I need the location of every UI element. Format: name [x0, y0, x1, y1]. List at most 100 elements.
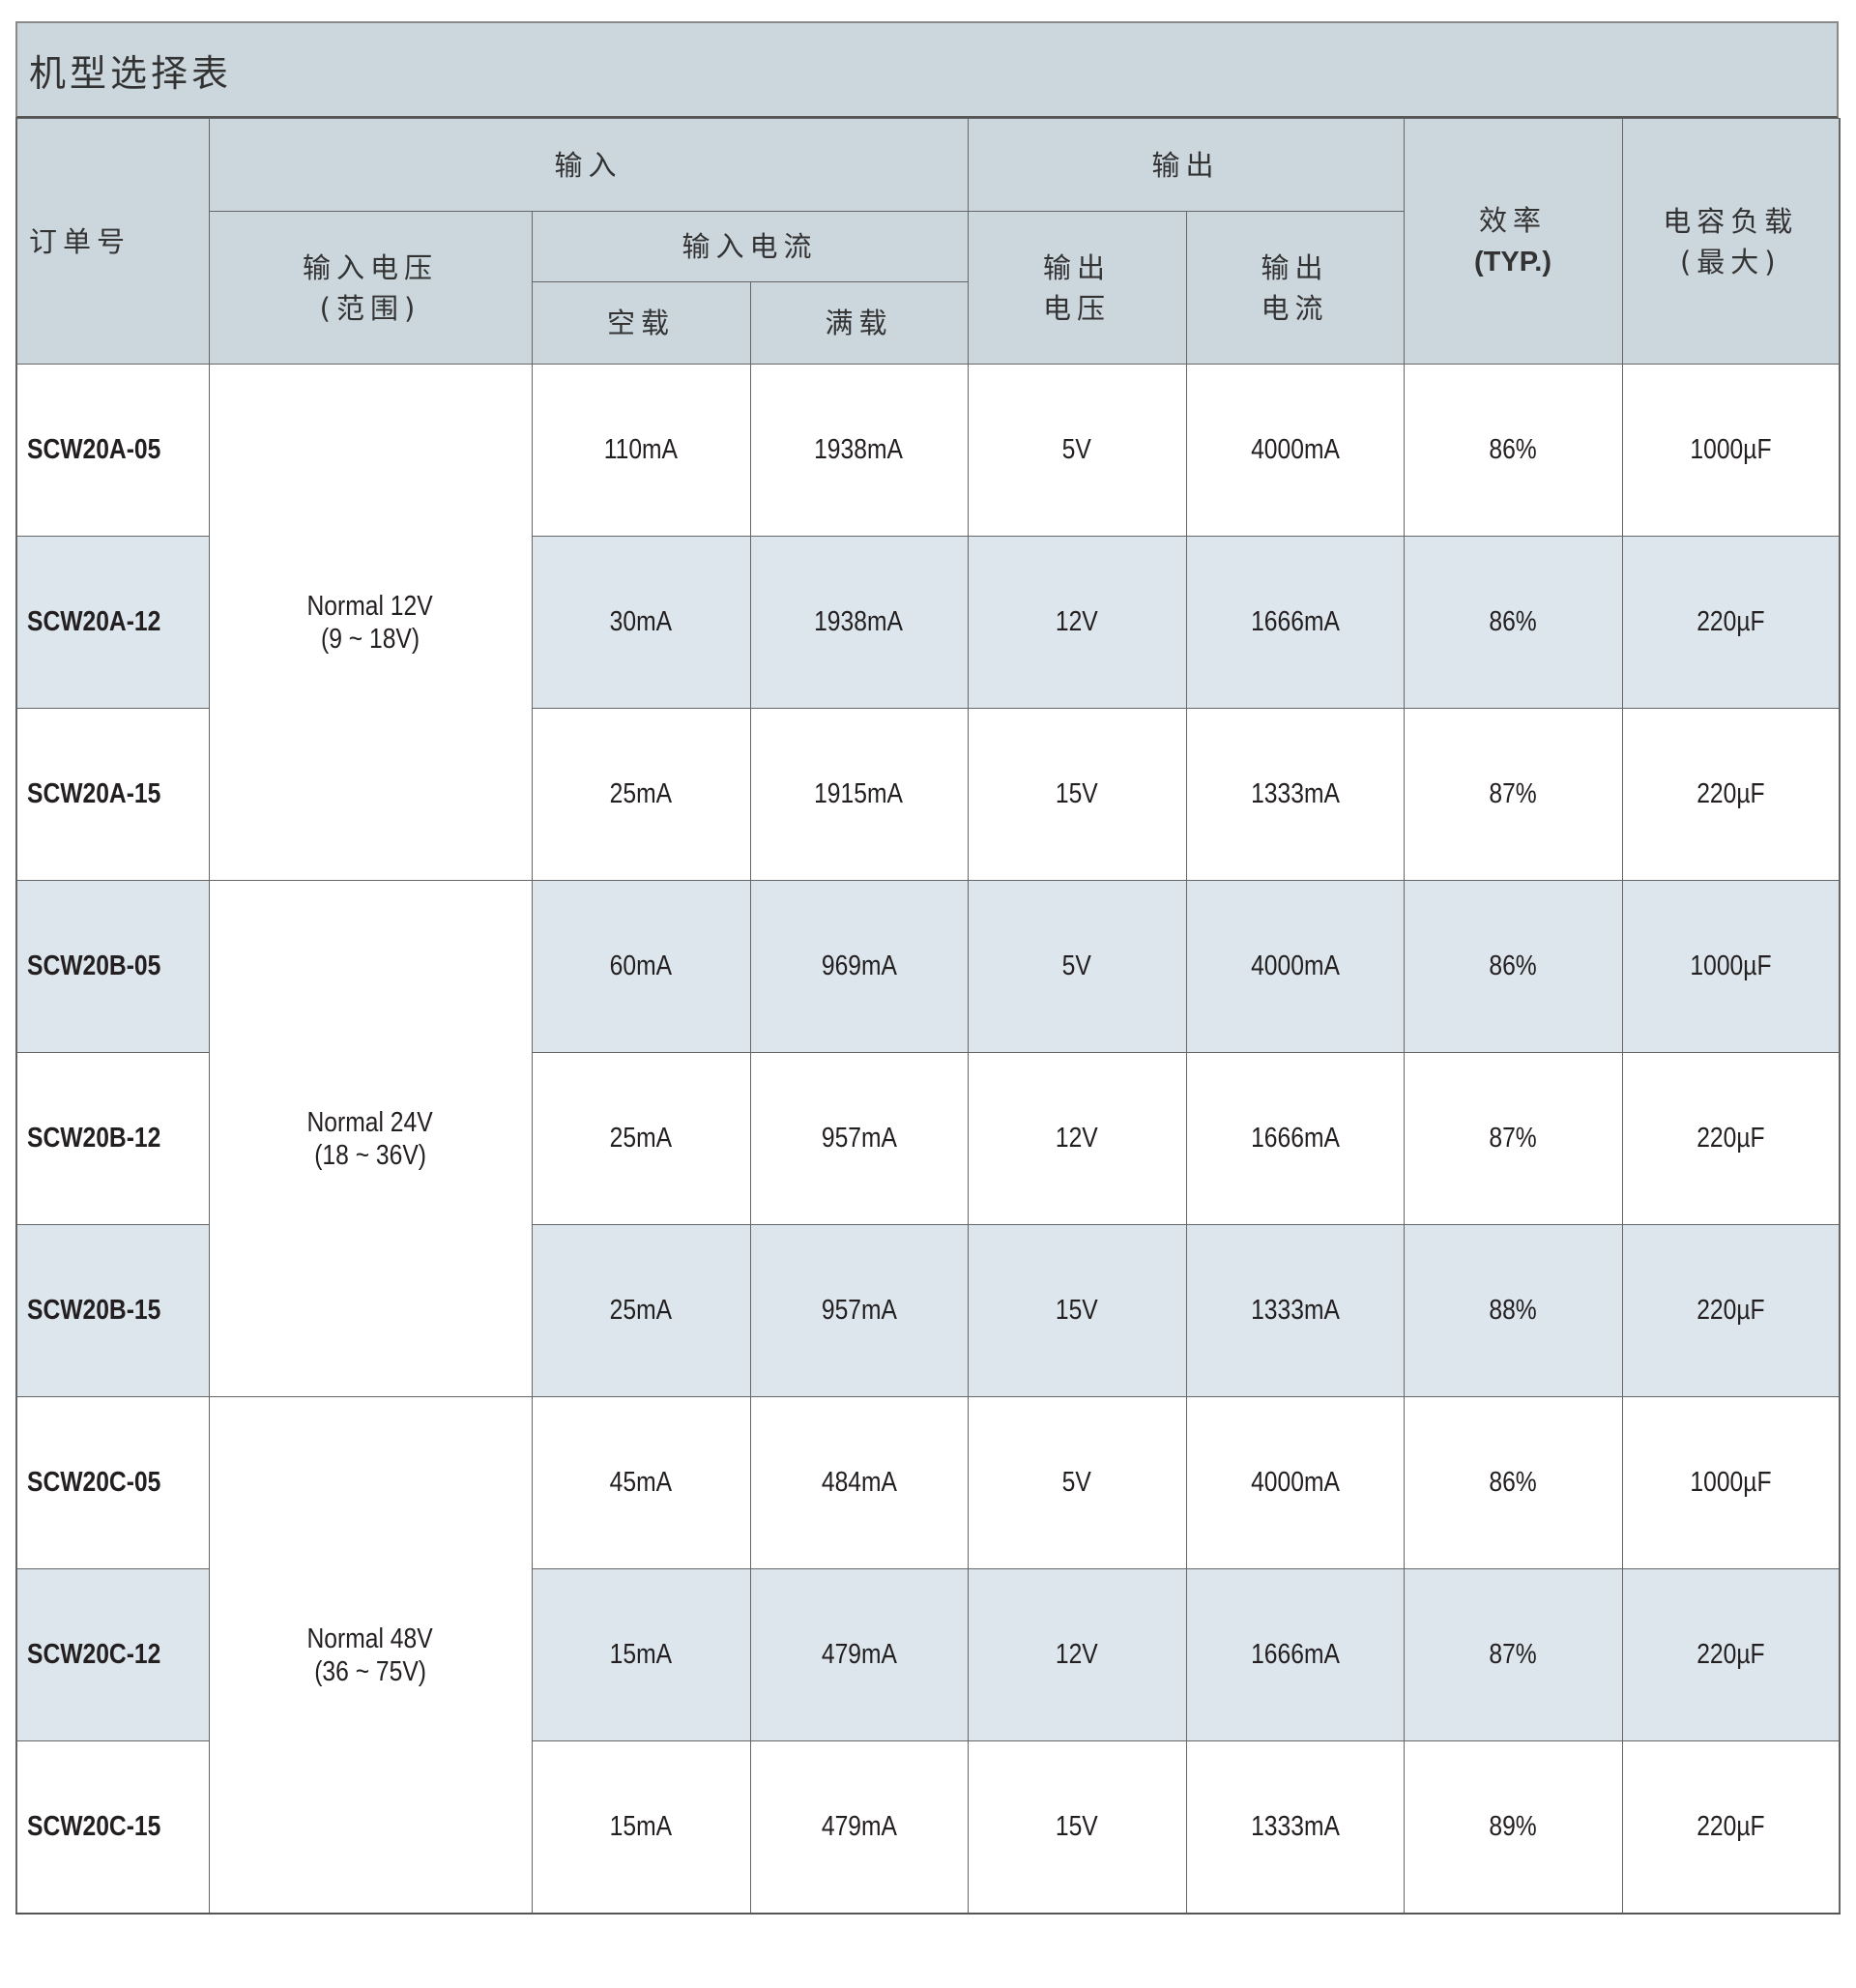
cell-text: 5V: [1061, 434, 1092, 465]
cell-eff: 87%: [1403, 1568, 1623, 1741]
cell-text: 1333mA: [1250, 778, 1340, 809]
cell-model: SCW20C-12: [15, 1568, 210, 1741]
cell-text: 4000mA: [1250, 434, 1340, 465]
cell-full-load: 957mA: [749, 1224, 969, 1397]
header-input-voltage: 输入电压 (范围): [208, 211, 533, 365]
cell-text: 87%: [1489, 1123, 1537, 1154]
model-selection-table-container: 机型选择表 订单号 输入 输出 效率 (TYP.) 电容负载 (最大) 输入电压 (范…: [15, 21, 1842, 1915]
cell-text: 479mA: [821, 1639, 897, 1670]
cell-text: 220µF: [1696, 1123, 1765, 1154]
cell-eff: 88%: [1403, 1224, 1623, 1397]
cell-text: 957mA: [821, 1123, 897, 1154]
cell-text: 15mA: [609, 1639, 673, 1670]
cell-text: 969mA: [821, 950, 897, 981]
cell-cap: 220µF: [1621, 1740, 1841, 1915]
input-range: (36 ~ 75V): [314, 1655, 426, 1687]
cell-vout: 5V: [967, 364, 1187, 537]
cell-input-voltage-range: Normal 24V (18 ~ 36V): [208, 880, 533, 1397]
cell-text: 88%: [1489, 1295, 1537, 1326]
cell-full-load: 1938mA: [749, 364, 969, 537]
cell-iout: 1666mA: [1185, 536, 1405, 709]
model-selection-table: 订单号 输入 输出 效率 (TYP.) 电容负载 (最大) 输入电压 (范围) 输入电…: [15, 118, 1842, 1915]
cell-full-load: 479mA: [749, 1740, 969, 1915]
table-title: 机型选择表: [15, 21, 1839, 118]
table-row: SCW20A-12 30mA 1938mA 12V 1666mA 86% 220µF: [15, 536, 1841, 709]
header-input-current: 输入电流: [531, 211, 969, 282]
cell-text: 4000mA: [1250, 1467, 1340, 1498]
cell-full-load: 484mA: [749, 1396, 969, 1569]
cell-cap: 1000µF: [1621, 364, 1841, 537]
cell-text: 110mA: [603, 434, 679, 465]
cell-full-load: 1915mA: [749, 708, 969, 881]
cell-text: SCW20B-15: [27, 1295, 161, 1326]
cell-no-load: 15mA: [531, 1740, 751, 1915]
cell-iout: 4000mA: [1185, 1396, 1405, 1569]
table-row: SCW20A-15 25mA 1915mA 15V 1333mA 87% 220µF: [15, 708, 1841, 881]
cell-text: SCW20A-12: [27, 606, 161, 637]
cell-text: 220µF: [1696, 1295, 1765, 1326]
table-row: SCW20B-15 25mA 957mA 15V 1333mA 88% 220µF: [15, 1224, 1841, 1397]
cell-text: 220µF: [1696, 1639, 1765, 1670]
cell-cap: 1000µF: [1621, 880, 1841, 1053]
cell-cap: 220µF: [1621, 1568, 1841, 1741]
cell-text: 1000µF: [1690, 1467, 1772, 1498]
table-row: SCW20C-15 15mA 479mA 15V 1333mA 89% 220µF: [15, 1740, 1841, 1915]
cell-no-load: 25mA: [531, 708, 751, 881]
cell-eff: 87%: [1403, 1052, 1623, 1225]
cell-full-load: 479mA: [749, 1568, 969, 1741]
input-range: (18 ~ 36V): [314, 1139, 426, 1171]
cell-text: SCW20C-12: [27, 1639, 161, 1670]
cell-cap: 1000µF: [1621, 1396, 1841, 1569]
header-full-load: 满载: [749, 281, 969, 365]
table-row: SCW20C-05 Normal 48V (36 ~ 75V) 45mA 484mA 5V…: [15, 1396, 1841, 1915]
cell-text: 4000mA: [1250, 950, 1340, 981]
table-row: SCW20B-05 Normal 24V (18 ~ 36V) 60mA 969mA 5V…: [15, 880, 1841, 1397]
cell-text: 1666mA: [1250, 1123, 1340, 1154]
cell-text: 87%: [1489, 1639, 1537, 1670]
cell-eff: 86%: [1403, 364, 1623, 537]
cell-text: 1938mA: [814, 434, 904, 465]
cell-iout: 1333mA: [1185, 708, 1405, 881]
header-efficiency: 效率 (TYP.): [1403, 118, 1623, 365]
header-input: 输入: [208, 118, 969, 212]
cell-text: 15mA: [609, 1811, 673, 1842]
cell-text: 5V: [1061, 950, 1092, 981]
cell-model: SCW20A-05: [15, 364, 210, 537]
cell-text: 25mA: [609, 1123, 673, 1154]
cell-text: 60mA: [609, 950, 673, 981]
cell-text: 220µF: [1696, 1811, 1765, 1842]
cell-text: 220µF: [1696, 778, 1765, 809]
cell-vout: 15V: [967, 1224, 1187, 1397]
header-order-no: 订单号: [15, 118, 210, 365]
cell-iout: 1333mA: [1185, 1224, 1405, 1397]
cell-full-load: 1938mA: [749, 536, 969, 709]
cell-eff: 87%: [1403, 708, 1623, 881]
cell-model: SCW20B-15: [15, 1224, 210, 1397]
cell-no-load: 30mA: [531, 536, 751, 709]
cell-iout: 1666mA: [1185, 1052, 1405, 1225]
cell-text: 1666mA: [1250, 1639, 1340, 1670]
cell-text: SCW20A-05: [27, 434, 161, 465]
cell-text: 1333mA: [1250, 1295, 1340, 1326]
cell-text: 89%: [1489, 1811, 1537, 1842]
cell-no-load: 15mA: [531, 1568, 751, 1741]
cell-full-load: 957mA: [749, 1052, 969, 1225]
cell-vout: 5V: [967, 1396, 1187, 1569]
cell-text: 12V: [1056, 1639, 1098, 1670]
cell-text: 484mA: [821, 1467, 897, 1498]
cell-model: SCW20C-15: [15, 1740, 210, 1915]
cell-text: 1915mA: [814, 778, 904, 809]
cell-text: 1666mA: [1250, 606, 1340, 637]
cell-model: SCW20C-05: [15, 1396, 210, 1569]
cell-cap: 220µF: [1621, 1224, 1841, 1397]
cell-full-load: 969mA: [749, 880, 969, 1053]
cell-vout: 12V: [967, 1568, 1187, 1741]
cell-text: 15V: [1056, 1811, 1098, 1842]
cell-text: SCW20A-15: [27, 778, 161, 809]
cell-text: 5V: [1061, 1467, 1092, 1498]
cell-model: SCW20B-12: [15, 1052, 210, 1225]
cell-vout: 15V: [967, 708, 1187, 881]
input-voltage: Normal 12V: [306, 590, 434, 622]
header-output-current: 输出 电流: [1185, 211, 1405, 365]
cell-text: 220µF: [1696, 606, 1765, 637]
